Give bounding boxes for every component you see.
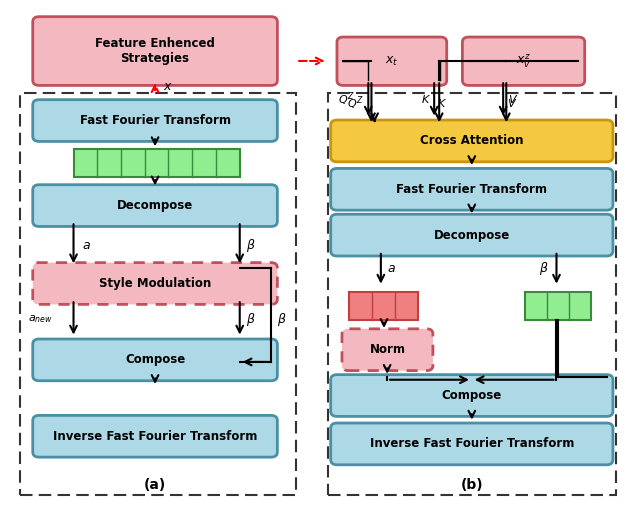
Text: Feature Enhenced
Strategies: Feature Enhenced Strategies [95,37,215,65]
FancyBboxPatch shape [525,292,591,319]
FancyBboxPatch shape [462,37,585,86]
Text: $\beta$: $\beta$ [539,260,549,277]
Text: Norm: Norm [369,343,406,356]
Text: $x_t$: $x_t$ [385,55,399,68]
Text: $\beta$: $\beta$ [246,311,256,328]
Text: Inverse Fast Fourier Transform: Inverse Fast Fourier Transform [53,430,257,443]
Bar [20,93,296,495]
Text: Style Modulation: Style Modulation [99,277,211,290]
Text: Inverse Fast Fourier Transform: Inverse Fast Fourier Transform [370,437,574,451]
FancyBboxPatch shape [331,120,613,162]
FancyBboxPatch shape [342,329,433,371]
FancyBboxPatch shape [74,149,240,177]
FancyBboxPatch shape [337,37,447,86]
Text: $a$: $a$ [387,262,396,275]
FancyBboxPatch shape [350,292,418,319]
FancyBboxPatch shape [331,214,613,256]
Text: $V$: $V$ [508,93,518,105]
FancyBboxPatch shape [33,263,277,304]
Text: $Q^Z$: $Q^Z$ [338,90,355,108]
Text: $V$: $V$ [507,97,518,109]
Text: Fast Fourier Transform: Fast Fourier Transform [79,114,231,127]
FancyBboxPatch shape [33,100,277,141]
FancyBboxPatch shape [33,185,277,226]
Text: (b): (b) [461,478,483,492]
FancyBboxPatch shape [331,168,613,210]
Text: $Q^Z$: $Q^Z$ [347,94,364,112]
Text: $\beta$: $\beta$ [246,238,256,254]
Text: Compose: Compose [125,353,185,367]
Text: $a_{new}$: $a_{new}$ [28,313,53,325]
Text: Fast Fourier Transform: Fast Fourier Transform [396,183,547,196]
FancyBboxPatch shape [33,415,277,457]
Bar [328,93,616,495]
FancyBboxPatch shape [331,423,613,465]
Text: Cross Attention: Cross Attention [420,135,524,147]
FancyBboxPatch shape [331,375,613,416]
Text: $K$: $K$ [421,93,431,105]
Text: $a$: $a$ [82,239,91,252]
FancyBboxPatch shape [33,339,277,381]
Text: $\beta$: $\beta$ [277,311,287,328]
Text: Decompose: Decompose [117,199,193,212]
Text: $K$: $K$ [437,97,447,109]
Text: $x_v^z$: $x_v^z$ [516,52,531,70]
FancyBboxPatch shape [33,17,277,86]
Text: Decompose: Decompose [433,229,510,242]
Text: Compose: Compose [442,389,502,402]
Text: $x$: $x$ [163,80,173,93]
Text: (a): (a) [144,478,166,492]
